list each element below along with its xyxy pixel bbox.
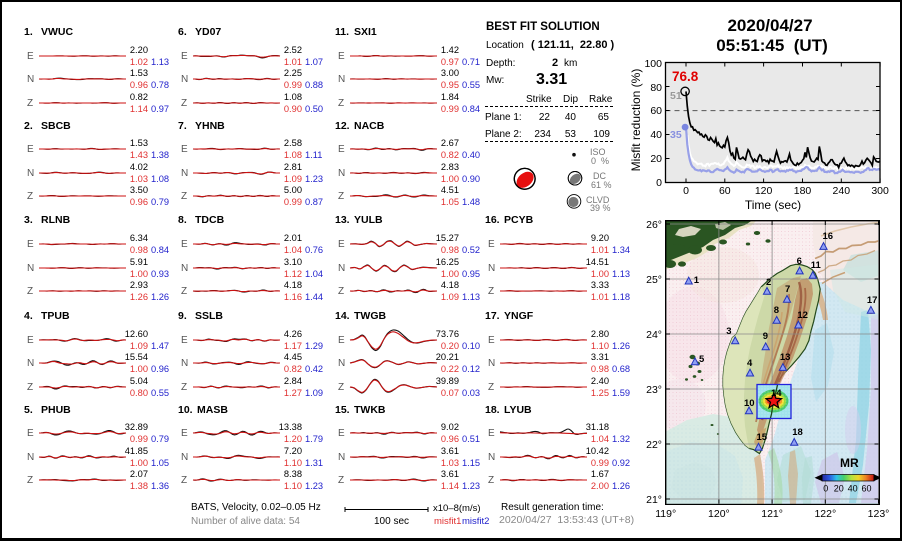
- svg-text:0: 0: [823, 483, 828, 493]
- svg-text:20: 20: [834, 483, 844, 493]
- svg-text:MR: MR: [840, 456, 859, 470]
- svg-text:60: 60: [861, 483, 871, 493]
- svg-text:40: 40: [848, 483, 858, 493]
